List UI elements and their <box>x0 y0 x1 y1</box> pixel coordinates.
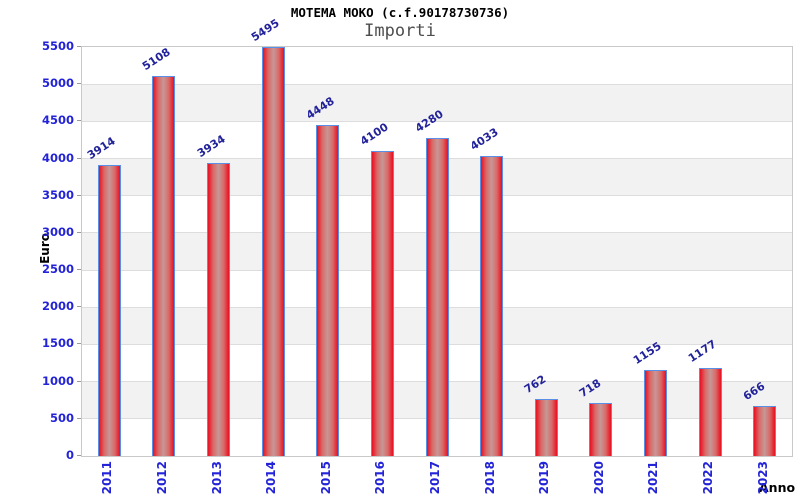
y-tick-label: 2500 <box>41 262 74 277</box>
y-tick-label: 4000 <box>41 150 74 165</box>
bar-2011 <box>97 164 121 456</box>
y-tick-label: 5500 <box>41 39 74 53</box>
x-tick-label-2023: 2023 <box>755 461 770 495</box>
bar-2013 <box>207 163 231 456</box>
y-tick-mark <box>77 343 81 345</box>
bar-value-label: 4448 <box>303 94 337 123</box>
x-tick-label-2018: 2018 <box>482 461 497 495</box>
x-tick-label-2020: 2020 <box>591 461 606 495</box>
y-tick-mark <box>77 455 81 456</box>
bar-2023 <box>753 406 777 456</box>
x-tick-label-2012: 2012 <box>154 461 169 495</box>
y-tick-mark <box>77 231 81 233</box>
y-tick-label: 4500 <box>41 113 74 128</box>
bar-value-label: 1177 <box>685 337 719 366</box>
y-tick-mark <box>77 83 81 85</box>
x-tick-label-2011: 2011 <box>100 461 115 495</box>
bar-value-label: 762 <box>522 372 549 397</box>
bar-2016 <box>370 151 394 456</box>
y-tick-label: 1500 <box>41 336 74 351</box>
bar-2021 <box>643 370 667 456</box>
x-tick-label-2016: 2016 <box>373 461 388 495</box>
bar-value-label: 5108 <box>139 45 173 74</box>
y-tick-mark <box>77 380 81 382</box>
y-tick-mark <box>77 306 81 308</box>
bar-2012 <box>152 76 176 456</box>
x-tick-label-2014: 2014 <box>264 461 279 495</box>
bar-2022 <box>698 368 722 456</box>
y-tick-mark <box>77 194 81 196</box>
y-tick-mark <box>77 269 81 271</box>
bar-2015 <box>316 125 340 456</box>
y-tick-mark <box>77 46 81 47</box>
x-tick-label-2022: 2022 <box>701 461 716 495</box>
x-tick-label-2013: 2013 <box>209 461 224 495</box>
bar-2018 <box>480 156 504 456</box>
y-tick-label: 0 <box>65 448 74 462</box>
x-tick-label-2019: 2019 <box>537 461 552 495</box>
bar-2017 <box>425 137 449 456</box>
y-tick-mark <box>77 120 81 122</box>
y-tick-label: 3500 <box>41 187 74 202</box>
y-tick-label: 5000 <box>41 76 74 91</box>
gridline <box>82 120 792 122</box>
bar-2020 <box>589 402 613 456</box>
bar-value-label: 4033 <box>467 125 501 154</box>
x-tick-label-2021: 2021 <box>646 461 661 495</box>
chart-title: MOTEMA MOKO (c.f.90178730736) <box>290 5 510 20</box>
x-axis-title: Anno <box>759 480 796 495</box>
y-tick-mark <box>77 417 81 419</box>
y-tick-label: 2000 <box>41 299 74 314</box>
gridline <box>82 83 792 85</box>
x-tick-label-2017: 2017 <box>428 461 442 495</box>
bar-value-label: 3934 <box>194 132 228 161</box>
y-tick-label: 1000 <box>41 373 74 388</box>
bar-value-label: 4100 <box>358 120 392 149</box>
y-tick-label: 500 <box>49 410 74 425</box>
bar-value-label: 4280 <box>412 107 446 135</box>
y-tick-label: 3000 <box>41 224 74 239</box>
y-tick-mark <box>77 157 81 159</box>
bar-2014 <box>261 47 285 456</box>
bar-2019 <box>534 399 558 456</box>
bar-value-label: 666 <box>740 380 767 404</box>
x-tick-label-2015: 2015 <box>318 461 333 495</box>
plot-area: 3914 5108 3934 5495 4448 4100 4280 4033 762 718 11… <box>81 17 793 457</box>
chart-subtitle: Importi <box>364 21 436 41</box>
